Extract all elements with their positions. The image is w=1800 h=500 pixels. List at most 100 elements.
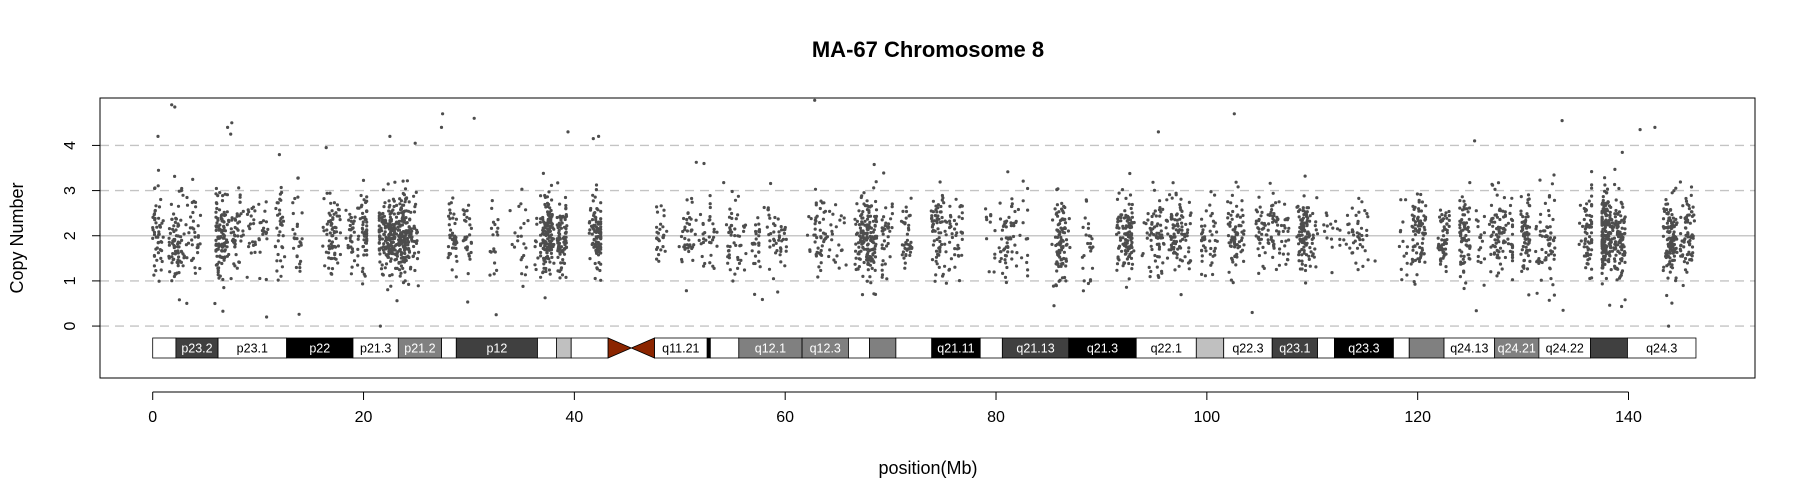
data-point <box>1088 278 1093 282</box>
data-point <box>1617 210 1622 214</box>
data-point <box>1464 221 1469 225</box>
data-point <box>679 234 684 239</box>
data-point <box>890 212 895 216</box>
data-point <box>1671 216 1675 220</box>
data-point <box>535 216 539 220</box>
data-point <box>214 238 218 242</box>
data-point <box>856 252 860 256</box>
data-point <box>1334 219 1338 223</box>
data-point <box>1004 221 1008 225</box>
data-point <box>1608 253 1612 257</box>
data-point <box>1237 223 1241 227</box>
data-point <box>1522 258 1526 262</box>
data-point <box>1338 243 1342 247</box>
data-point <box>387 199 391 203</box>
data-point <box>1464 243 1468 247</box>
data-point <box>1399 228 1403 233</box>
data-point <box>233 234 237 238</box>
data-point <box>152 264 156 268</box>
data-point <box>557 234 561 238</box>
data-point <box>698 212 703 217</box>
data-point <box>599 262 603 266</box>
data-point <box>1169 248 1173 252</box>
x-tick-label: 40 <box>565 409 583 426</box>
data-point <box>883 262 887 266</box>
data-point <box>1358 243 1362 247</box>
data-point <box>1115 197 1120 201</box>
data-point <box>1302 251 1306 255</box>
data-point <box>1552 173 1556 177</box>
data-point <box>854 267 858 272</box>
data-point <box>1187 250 1191 254</box>
data-point <box>541 246 545 250</box>
data-point <box>223 249 227 253</box>
data-point <box>173 237 177 242</box>
data-point <box>598 242 602 246</box>
data-point <box>947 268 951 272</box>
data-point <box>329 242 333 246</box>
data-point <box>416 284 420 288</box>
data-point <box>1675 250 1679 254</box>
data-point <box>1459 262 1463 266</box>
data-point <box>689 217 693 221</box>
data-point <box>543 243 548 247</box>
data-point <box>1026 274 1030 278</box>
data-point <box>1262 221 1266 226</box>
data-point <box>1260 210 1264 214</box>
data-point <box>1619 200 1623 204</box>
data-point <box>1119 219 1123 223</box>
data-point <box>564 203 568 208</box>
data-point <box>179 218 183 222</box>
data-point <box>1124 285 1129 289</box>
data-point <box>521 284 525 288</box>
data-point <box>1159 229 1163 233</box>
data-point <box>1662 207 1666 211</box>
data-point <box>784 237 788 241</box>
data-point <box>1366 258 1370 262</box>
data-point <box>685 217 689 222</box>
data-point <box>153 186 157 190</box>
data-point <box>938 180 942 184</box>
data-point <box>733 234 737 238</box>
data-point <box>938 239 942 244</box>
data-point <box>1120 249 1124 253</box>
data-point <box>394 232 399 236</box>
data-point <box>953 247 957 251</box>
data-point <box>655 205 659 209</box>
data-point <box>813 240 817 244</box>
outlier-point <box>1250 310 1254 315</box>
data-point <box>683 246 688 250</box>
data-point <box>1342 238 1346 242</box>
data-point <box>1458 226 1462 230</box>
data-point <box>196 251 200 255</box>
data-point <box>558 202 562 206</box>
data-point <box>524 208 528 212</box>
data-point <box>866 242 870 246</box>
data-point <box>599 251 603 255</box>
data-point <box>1502 196 1506 200</box>
data-point <box>777 230 781 234</box>
data-point <box>1308 246 1312 250</box>
data-point <box>384 245 388 250</box>
data-point <box>230 218 234 222</box>
data-point <box>934 208 938 212</box>
data-point <box>387 249 391 253</box>
data-point <box>1675 221 1679 225</box>
data-point <box>993 229 997 233</box>
data-point <box>1056 223 1060 227</box>
data-point <box>405 179 409 183</box>
data-point <box>871 230 875 234</box>
data-point <box>1423 260 1427 264</box>
data-point <box>172 274 176 279</box>
data-point <box>1666 230 1670 234</box>
cytoband-label: q12.1 <box>755 342 786 356</box>
data-point <box>1616 212 1620 216</box>
data-point <box>1089 249 1093 253</box>
data-point <box>400 251 404 255</box>
outlier-point <box>388 134 392 138</box>
data-point <box>1149 269 1153 274</box>
data-point <box>562 235 567 239</box>
data-point <box>361 220 365 224</box>
data-point <box>1234 180 1238 184</box>
data-point <box>687 249 691 254</box>
